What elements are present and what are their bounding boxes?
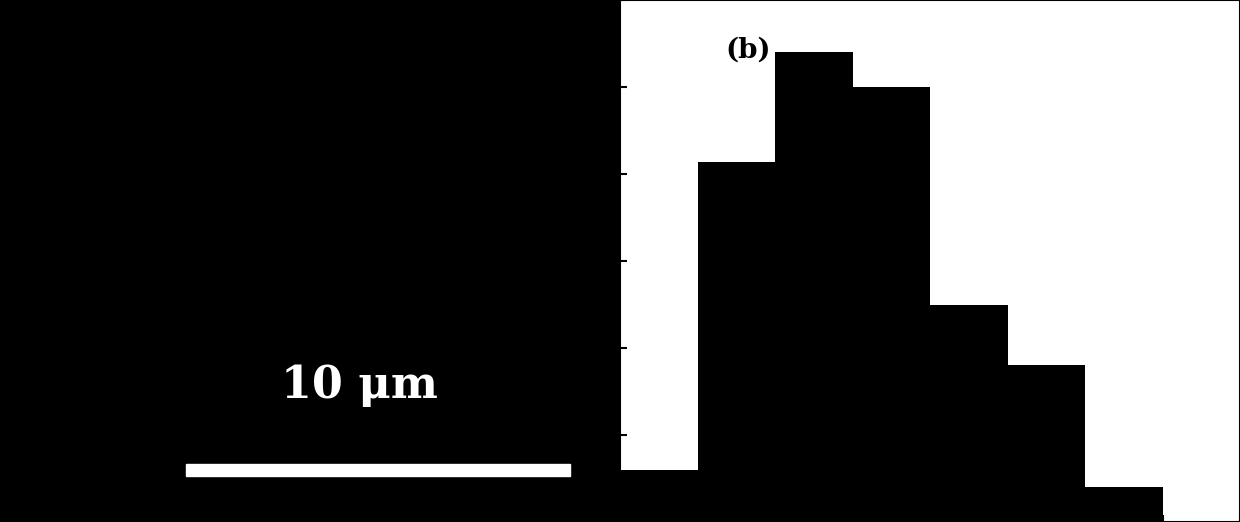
Bar: [930, 304, 1007, 522]
Text: 10 μm: 10 μm: [281, 364, 438, 407]
Bar: [620, 470, 697, 522]
Bar: [1085, 487, 1163, 522]
Bar: [186, 464, 570, 476]
Bar: [775, 52, 853, 522]
Bar: [697, 162, 775, 522]
Bar: [853, 87, 930, 522]
Bar: [1007, 365, 1085, 522]
Y-axis label: Relative frequency (%): Relative frequency (%): [567, 140, 587, 382]
Text: (b): (b): [725, 37, 771, 64]
